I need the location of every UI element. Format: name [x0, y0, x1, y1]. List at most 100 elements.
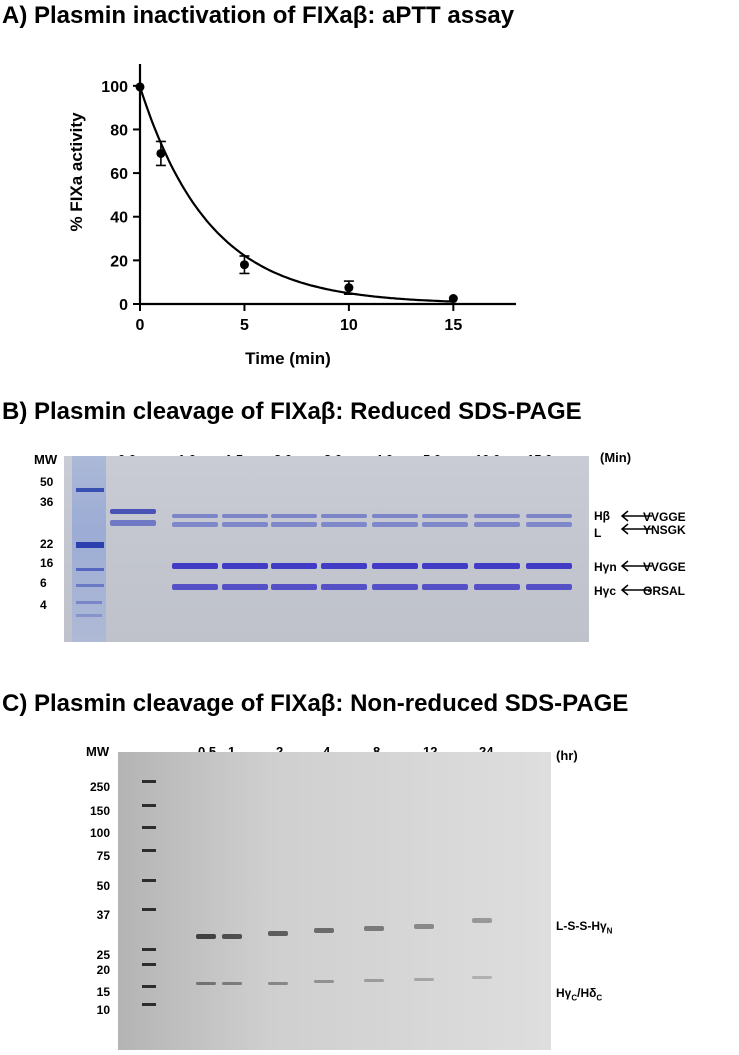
ladder-band: [142, 826, 156, 829]
band-hgamma-n: [271, 563, 317, 569]
band-hgamma-c: [321, 584, 367, 590]
band-l: [372, 522, 418, 527]
fit-curve: [138, 86, 454, 303]
non-reduced-gel-image: [118, 752, 551, 1050]
seq-hgamma-c: GRSAL: [643, 584, 685, 598]
mw-marker: 4: [40, 598, 47, 612]
data-point: [344, 283, 354, 293]
seq-hbeta: VVGGE: [643, 510, 686, 524]
band-l: [474, 522, 520, 527]
mw-marker: 50: [40, 475, 54, 489]
mw-marker: 75: [96, 849, 110, 863]
mw-marker: 20: [96, 963, 110, 977]
seq-hgamma-n: VVGGE: [643, 560, 686, 574]
seq-l: YNSGK: [643, 523, 686, 537]
x-tick-label: 15: [444, 317, 462, 334]
data-point: [156, 148, 166, 158]
mw-marker: 150: [89, 804, 110, 818]
ladder-band: [142, 849, 156, 852]
band-l: [526, 522, 572, 527]
band-label-hgamma-c: Hγc: [594, 584, 617, 598]
ladder-band: [142, 804, 156, 807]
ladder-band: [142, 780, 156, 783]
band-hgamma-n: [422, 563, 468, 569]
data-point: [239, 260, 249, 270]
band-label-l-s-s-hgamma-n: L-S-S-HγN: [556, 919, 613, 936]
lane-label: 8: [373, 744, 381, 759]
left-arrow-icon: [620, 560, 652, 572]
reduced-gel-drawing: [72, 456, 572, 642]
band-hgamma-n: [222, 563, 268, 569]
band-l: [271, 522, 317, 527]
reduced-gel-image: [64, 456, 589, 642]
band-label-hgamma-n: Hγn: [594, 560, 617, 574]
y-tick-label: 80: [110, 122, 128, 139]
x-tick-label: 10: [340, 317, 358, 334]
ladder-band: [142, 1003, 156, 1006]
mw-marker: 250: [89, 780, 110, 794]
non-reduced-gel-drawing: [118, 752, 551, 1050]
y-tick-label: 0: [119, 297, 128, 314]
mw-marker: 25: [96, 948, 110, 962]
band-hbeta: [422, 514, 468, 518]
band-l: [172, 522, 218, 527]
panel-c-title: C) Plasmin cleavage of FIXaβ: Non-reduce…: [2, 690, 629, 717]
activity-chart: % FIXa activity Time (min) 0 20 40 60 80 100 0…: [67, 64, 516, 368]
band-hgamma-c: [172, 584, 218, 590]
lane-label: 2: [276, 744, 284, 759]
time-unit-c: (hr): [556, 748, 578, 763]
band-hgamma-c-hdelta-c: [268, 982, 288, 985]
left-arrow-icon: [620, 523, 652, 535]
mw-marker: 36: [40, 495, 54, 509]
y-tick-label: 60: [110, 166, 128, 183]
band-l-s-s-hgamma-n: [268, 931, 288, 936]
band-hgamma-n: [372, 563, 418, 569]
band-l-s-s-hgamma-n: [196, 934, 216, 939]
band-hbeta: [110, 509, 156, 514]
mw-header-b: MW: [34, 452, 58, 467]
lane-label: 1: [228, 744, 236, 759]
band-hbeta: [372, 514, 418, 518]
band-hgamma-c: [222, 584, 268, 590]
ladder-band: [142, 908, 156, 911]
band-l: [321, 522, 367, 527]
band-hgamma-c-hdelta-c: [222, 982, 242, 985]
band-hgamma-c-hdelta-c: [314, 980, 334, 983]
time-unit-b: (Min): [600, 450, 632, 465]
ladder-band: [142, 985, 156, 988]
y-tick-label: 20: [110, 253, 128, 270]
mw-marker: 50: [96, 879, 110, 893]
panel-b-title: B) Plasmin cleavage of FIXaβ: Reduced SD…: [2, 398, 582, 425]
band-hbeta: [321, 514, 367, 518]
band-label-l: L: [594, 526, 602, 540]
ladder-band: [142, 879, 156, 882]
mw-header-c: MW: [86, 744, 110, 759]
data-point: [135, 82, 145, 92]
panel-a-title: A) Plasmin inactivation of FIXaβ: aPTT a…: [2, 2, 515, 29]
band-hgamma-n: [172, 563, 218, 569]
band-hbeta: [526, 514, 572, 518]
y-axis-label: % FIXa activity: [67, 112, 86, 232]
band-hgamma-n: [321, 563, 367, 569]
lane-label: 4: [323, 744, 331, 759]
band-hgamma-c: [271, 584, 317, 590]
band-label-hgamma-c-hdelta-c: HγC/HδC: [556, 986, 603, 1003]
band-hgamma-c-hdelta-c: [196, 982, 216, 985]
arrow-icons-b: [620, 510, 652, 596]
band-hgamma-c-hdelta-c: [414, 978, 434, 981]
band-hbeta: [172, 514, 218, 518]
band-hgamma-c-hdelta-c: [472, 976, 492, 979]
band-l: [422, 522, 468, 527]
x-tick-label: 0: [136, 317, 145, 334]
band-l: [222, 522, 268, 527]
band-hbeta: [474, 514, 520, 518]
mw-marker: 37: [96, 908, 110, 922]
band-hgamma-c: [526, 584, 572, 590]
x-tick-label: 5: [240, 317, 249, 334]
band-l-s-s-hgamma-n: [414, 924, 434, 929]
mw-marker: 100: [89, 826, 110, 840]
data-point: [448, 294, 458, 304]
band-l-s-s-hgamma-n: [364, 926, 384, 931]
band-hgamma-c: [422, 584, 468, 590]
band-l-s-s-hgamma-n: [472, 918, 492, 923]
